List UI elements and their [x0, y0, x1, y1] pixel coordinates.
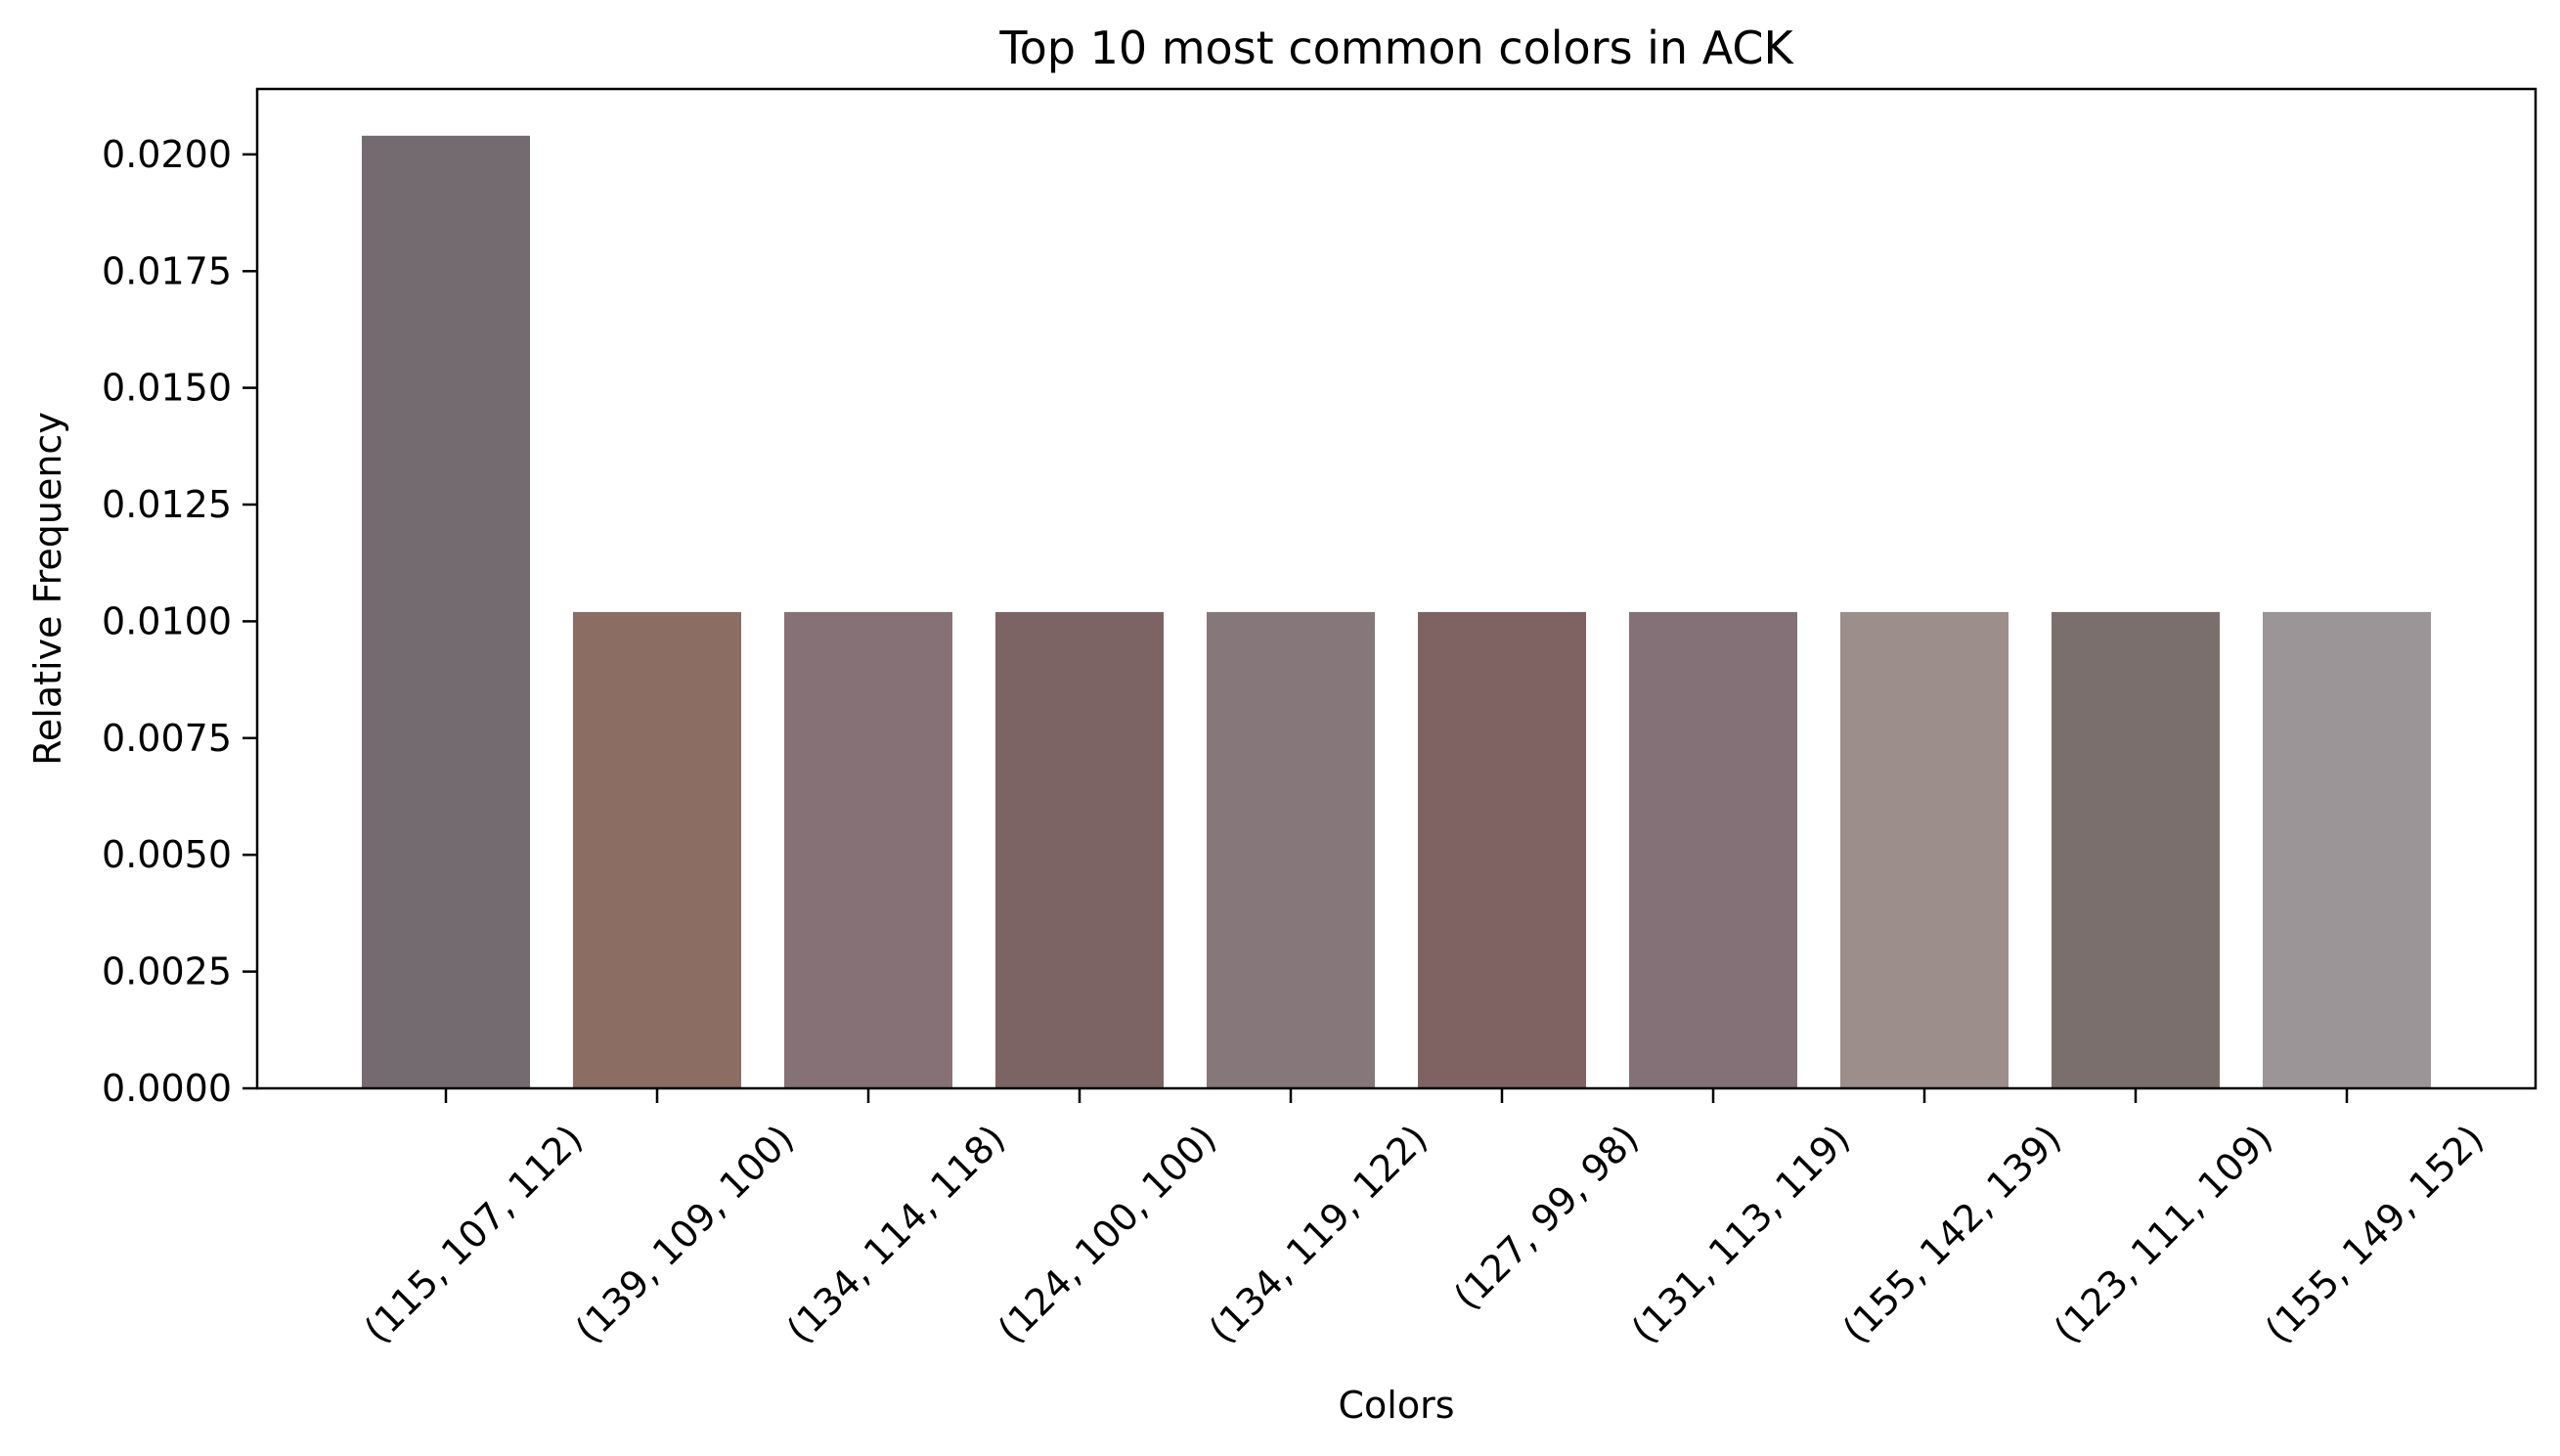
- bar: [573, 611, 741, 1088]
- y-tick-label: 0.0150: [102, 367, 232, 410]
- y-tick-label: 0.0000: [102, 1067, 232, 1110]
- y-tick-label: 0.0125: [102, 483, 232, 526]
- y-tick-label: 0.0175: [102, 249, 232, 292]
- x-tick-label: (124, 100, 100): [990, 1117, 1224, 1351]
- x-tick-label: (115, 107, 112): [356, 1117, 591, 1351]
- x-tick-label: (155, 142, 139): [1834, 1117, 2069, 1351]
- y-tick-label: 0.0200: [102, 133, 232, 176]
- x-tick-label: (123, 111, 109): [2046, 1117, 2280, 1351]
- x-tick-label: (127, 99, 98): [1445, 1117, 1647, 1318]
- y-tick-label: 0.0025: [102, 950, 232, 993]
- x-tick-label: (131, 113, 119): [1623, 1117, 1858, 1351]
- x-tick-label: (139, 109, 100): [567, 1117, 802, 1351]
- bars-group: [362, 135, 2431, 1089]
- y-axis-label: Relative Frequency: [26, 412, 69, 766]
- bar: [1840, 611, 2008, 1088]
- bar: [995, 611, 1164, 1088]
- x-tick-label: (134, 114, 118): [778, 1117, 1013, 1351]
- bar: [2263, 611, 2431, 1088]
- y-tick-label: 0.0075: [102, 717, 232, 760]
- y-tick-label: 0.0100: [102, 599, 232, 642]
- plot-frame: [255, 87, 2538, 1090]
- bar: [1207, 611, 1375, 1088]
- bar: [2052, 611, 2220, 1088]
- x-tick-label: (134, 119, 122): [1201, 1117, 1435, 1351]
- y-tick-label: 0.0050: [102, 833, 232, 876]
- bar: [1629, 611, 1797, 1088]
- x-tick-label: (155, 149, 152): [2257, 1117, 2492, 1351]
- x-axis-label: Colors: [1338, 1384, 1454, 1427]
- y-axis-ticks: 0.0000 0.0025 0.0050 0.0075 0.0100 0.0125 0.01…: [102, 133, 257, 1110]
- bar: [362, 135, 530, 1089]
- bar: [784, 611, 952, 1088]
- bar: [1418, 611, 1586, 1088]
- chart-title: Top 10 most common colors in ACK: [998, 22, 1794, 74]
- x-axis-ticks: (115, 107, 112)(139, 109, 100)(134, 114,…: [356, 1088, 2492, 1351]
